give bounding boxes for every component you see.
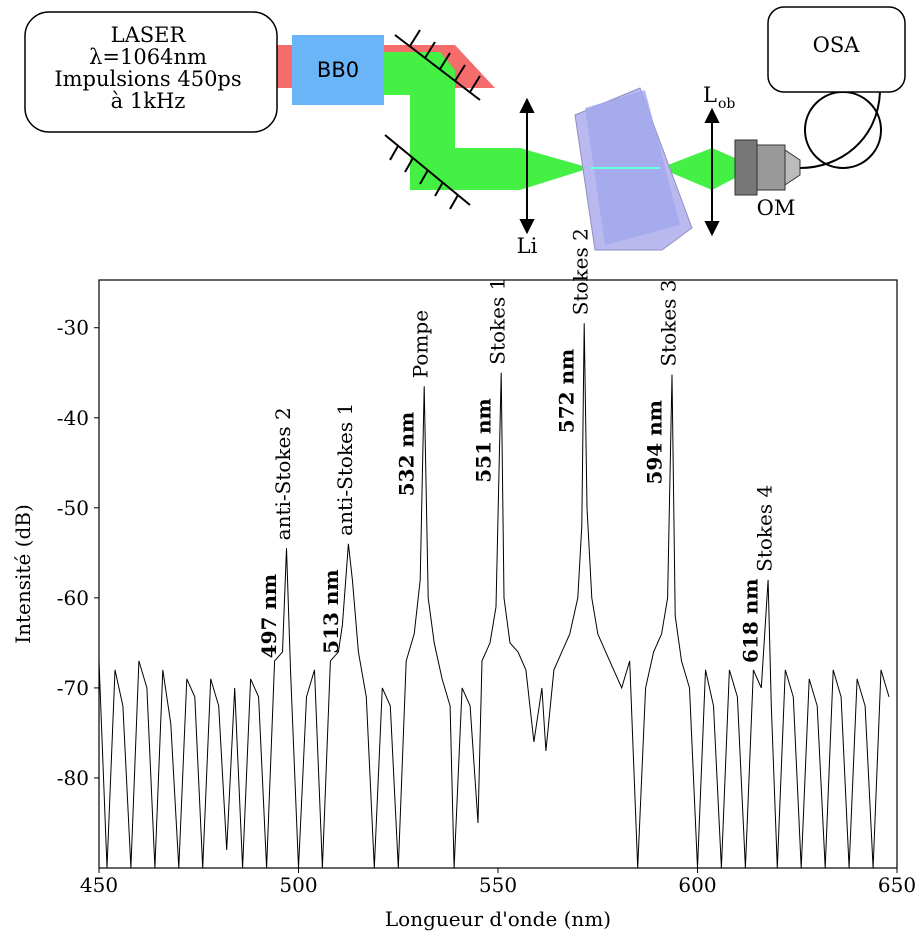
fiber — [799, 91, 881, 169]
lens-out-subscript: ob — [718, 96, 735, 112]
lens-in — [519, 97, 535, 235]
lens-in-label: Li — [517, 234, 538, 258]
x-tick-label: 550 — [479, 873, 517, 897]
laser-box — [24, 11, 278, 133]
peak-name: Stokes 3 — [656, 279, 680, 366]
mirror-2 — [384, 134, 471, 210]
peak-name: Pompe — [409, 310, 433, 378]
y-axis-label: Intensité (dB) — [11, 504, 35, 644]
bbo-crystal — [292, 35, 384, 105]
peak-name: Stokes 1 — [486, 278, 510, 365]
x-tick-label: 450 — [80, 873, 118, 897]
osa-box — [767, 6, 906, 93]
peak-name: Stokes 2 — [569, 228, 593, 315]
peak-wavelength: 497 nm — [257, 574, 281, 658]
plot-frame — [98, 279, 898, 869]
osa-label: OSA — [813, 33, 861, 57]
peak-name: anti-Stokes 2 — [271, 407, 295, 540]
lens-out — [704, 107, 720, 237]
spectrum-chart: 450 500 550 600 650 -80 -70 -60 -50 -40 -30 Longueu… — [11, 228, 916, 931]
green-beam-out — [660, 148, 735, 190]
laser-text: à 1kHz — [111, 89, 186, 113]
laser-text: λ=1064nm — [89, 45, 207, 69]
x-tick-label: 600 — [678, 873, 716, 897]
y-tick-label: -50 — [57, 496, 89, 520]
bbo-label: BB0 — [317, 58, 359, 82]
y-tick-label: -60 — [57, 586, 89, 610]
objective — [734, 139, 801, 196]
sample-crystal — [574, 87, 693, 251]
laser-text: LASER — [111, 23, 187, 47]
peak-wavelength: 572 nm — [555, 349, 579, 433]
peak-wavelength: 594 nm — [642, 400, 666, 484]
laser-text: Impulsions 450ps — [54, 67, 241, 91]
x-tick-label: 500 — [279, 873, 317, 897]
y-tick-label: -40 — [57, 406, 89, 430]
setup-diagram: LASER λ=1064nm Impulsions 450ps à 1kHz B… — [24, 6, 906, 258]
peak-wavelength: 513 nm — [319, 569, 343, 653]
spectrum-line — [98, 323, 890, 869]
x-axis-label: Longueur d'onde (nm) — [385, 907, 611, 931]
mirror-1 — [394, 29, 481, 101]
peak-wavelength: 532 nm — [395, 412, 419, 496]
peak-wavelength: 618 nm — [739, 579, 763, 663]
objective-label: OM — [757, 196, 796, 220]
peak-name: Stokes 4 — [753, 485, 777, 572]
peak-name: anti-Stokes 1 — [333, 403, 357, 536]
lens-out-label: L — [703, 83, 717, 107]
peak-wavelength: 551 nm — [472, 398, 496, 482]
y-tick-label: -30 — [57, 316, 89, 340]
y-tick-label: -80 — [57, 766, 89, 790]
x-tick-label: 650 — [878, 873, 916, 897]
y-tick-label: -70 — [57, 676, 89, 700]
green-beam — [384, 52, 590, 190]
